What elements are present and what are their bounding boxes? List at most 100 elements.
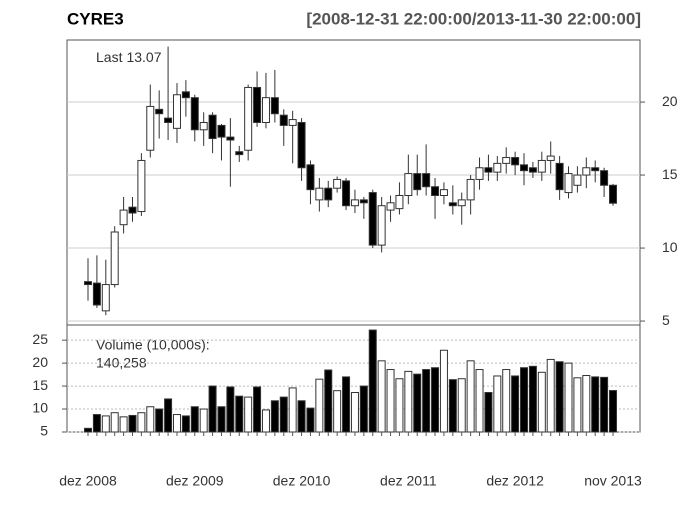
volume-bar xyxy=(190,406,199,433)
candle-body xyxy=(591,167,600,172)
y-tick-label: 5 xyxy=(662,312,670,328)
volume-bar xyxy=(466,360,475,433)
volume-bar xyxy=(92,414,101,433)
candle-body xyxy=(413,173,422,191)
y-tick-label: 5 xyxy=(40,423,48,439)
volume-bar xyxy=(609,390,617,433)
volume-bar xyxy=(110,412,119,433)
y-tick-label: 20 xyxy=(32,354,48,370)
volume-bar xyxy=(555,361,564,433)
last-label: Last 13.07 xyxy=(96,49,162,65)
volume-bar xyxy=(573,377,582,433)
volume-bar xyxy=(422,369,431,433)
volume-bar xyxy=(181,415,190,433)
x-tick-label: dez 2012 xyxy=(486,473,544,489)
candle-body xyxy=(137,159,146,213)
candle-body xyxy=(324,187,333,201)
candle-body xyxy=(208,114,217,140)
candle-body xyxy=(431,186,440,196)
candle-body xyxy=(128,206,137,214)
volume-bar xyxy=(306,407,315,433)
x-tick-label: dez 2011 xyxy=(380,473,437,489)
volume-bar xyxy=(377,360,386,433)
y-tick-label: 10 xyxy=(32,400,48,416)
candle-body xyxy=(555,162,564,191)
volume-bar xyxy=(155,408,164,433)
candle-body xyxy=(288,119,297,126)
chart-subtitle: [2008-12-31 22:00:00/2013-11-30 22:00:00… xyxy=(306,9,641,28)
candle-body xyxy=(333,178,342,189)
volume-bar xyxy=(439,349,448,433)
volume-bar xyxy=(404,370,413,433)
volume-bar xyxy=(261,409,270,433)
candle-body xyxy=(502,157,511,164)
candle-body xyxy=(600,170,609,186)
volume-bar xyxy=(386,369,395,433)
candle-body xyxy=(155,108,164,115)
volume-bar xyxy=(368,329,377,433)
candle-body xyxy=(368,192,377,246)
volume-bar xyxy=(350,392,359,433)
candle-body xyxy=(226,136,235,141)
candle-body xyxy=(493,162,502,173)
candle-body xyxy=(164,117,173,123)
y-tick-label: 20 xyxy=(662,93,678,109)
volume-bar xyxy=(137,412,146,433)
volume-bar xyxy=(493,375,502,433)
volume-bar xyxy=(475,369,484,433)
volume-bar xyxy=(324,369,333,433)
candle-body xyxy=(359,199,368,204)
candle-body xyxy=(306,164,315,191)
volume-bar xyxy=(279,396,288,433)
volume-bar xyxy=(270,400,279,433)
volume-bar xyxy=(395,378,404,433)
volume-bar xyxy=(172,414,181,433)
volume-bar xyxy=(253,386,262,433)
volume-bar xyxy=(235,395,244,433)
price-panel xyxy=(66,39,641,326)
volume-bar xyxy=(84,427,92,433)
candle-body xyxy=(484,167,493,173)
volume-bar xyxy=(288,387,297,433)
candle-body xyxy=(475,167,484,180)
candle-body xyxy=(457,199,466,207)
candle-body xyxy=(537,159,546,173)
y-tick-label: 15 xyxy=(32,377,48,393)
x-tick-label: dez 2009 xyxy=(166,473,224,489)
volume-last-label: 140,258 xyxy=(96,355,147,371)
candle-body xyxy=(172,94,181,129)
candle-body xyxy=(377,205,386,246)
candle-body xyxy=(546,155,555,161)
candle-body xyxy=(520,164,529,172)
volume-bar xyxy=(359,385,368,433)
candle-body xyxy=(217,124,226,138)
candle-body xyxy=(279,114,288,126)
volume-bar xyxy=(146,406,155,433)
last-value: 13.07 xyxy=(126,49,161,65)
volume-bar xyxy=(315,378,324,433)
y-tick-label: 15 xyxy=(662,166,678,182)
volume-bar xyxy=(217,406,226,433)
volume-bar xyxy=(511,375,520,433)
volume-bar xyxy=(546,358,555,433)
volume-bar xyxy=(244,396,253,433)
volume-bar xyxy=(484,392,493,433)
y-tick-label: 10 xyxy=(662,239,678,255)
candle-body xyxy=(422,173,431,188)
candle-body xyxy=(342,180,351,207)
volume-bar xyxy=(448,379,457,433)
candle-body xyxy=(84,281,92,286)
candle-body xyxy=(253,86,262,123)
candle-body xyxy=(448,202,457,207)
candle-body xyxy=(190,97,199,131)
candle-body xyxy=(270,97,279,115)
candle-body xyxy=(261,97,270,123)
volume-bar xyxy=(582,375,591,433)
candle-body xyxy=(609,184,617,204)
volume-bar xyxy=(600,376,609,433)
volume-bar xyxy=(226,386,235,433)
candle-body xyxy=(564,173,573,194)
volume-bar xyxy=(564,362,573,433)
last-text: Last xyxy=(96,49,123,65)
